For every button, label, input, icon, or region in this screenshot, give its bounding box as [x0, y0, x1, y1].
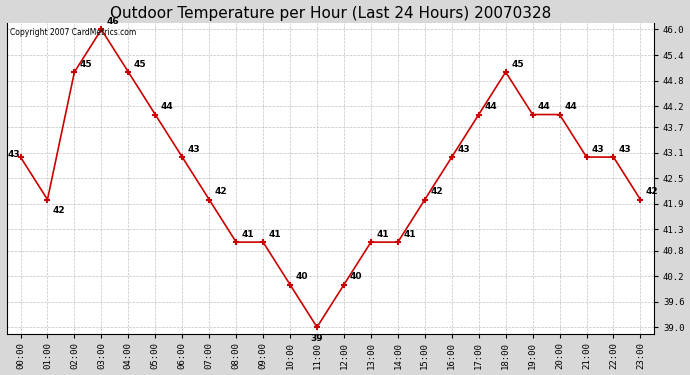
- Text: 45: 45: [80, 60, 92, 69]
- Text: Copyright 2007 CardMetrics.com: Copyright 2007 CardMetrics.com: [10, 28, 137, 37]
- Text: 43: 43: [619, 145, 631, 154]
- Text: 41: 41: [376, 230, 389, 239]
- Text: 39: 39: [310, 333, 324, 342]
- Text: 43: 43: [457, 145, 470, 154]
- Text: 43: 43: [592, 145, 604, 154]
- Text: 41: 41: [268, 230, 281, 239]
- Title: Outdoor Temperature per Hour (Last 24 Hours) 20070328: Outdoor Temperature per Hour (Last 24 Ho…: [110, 6, 551, 21]
- Text: 44: 44: [538, 102, 551, 111]
- Text: 40: 40: [295, 272, 308, 281]
- Text: 43: 43: [8, 150, 21, 159]
- Text: 42: 42: [430, 187, 443, 196]
- Text: 44: 44: [484, 102, 497, 111]
- Text: 41: 41: [403, 230, 416, 239]
- Text: 41: 41: [241, 230, 254, 239]
- Text: 45: 45: [134, 60, 146, 69]
- Text: 42: 42: [53, 206, 66, 215]
- Text: 40: 40: [349, 272, 362, 281]
- Text: 44: 44: [565, 102, 578, 111]
- Text: 45: 45: [511, 60, 524, 69]
- Text: 44: 44: [161, 102, 173, 111]
- Text: 46: 46: [107, 17, 119, 26]
- Text: 43: 43: [188, 145, 200, 154]
- Text: 42: 42: [646, 187, 658, 196]
- Text: 42: 42: [215, 187, 227, 196]
